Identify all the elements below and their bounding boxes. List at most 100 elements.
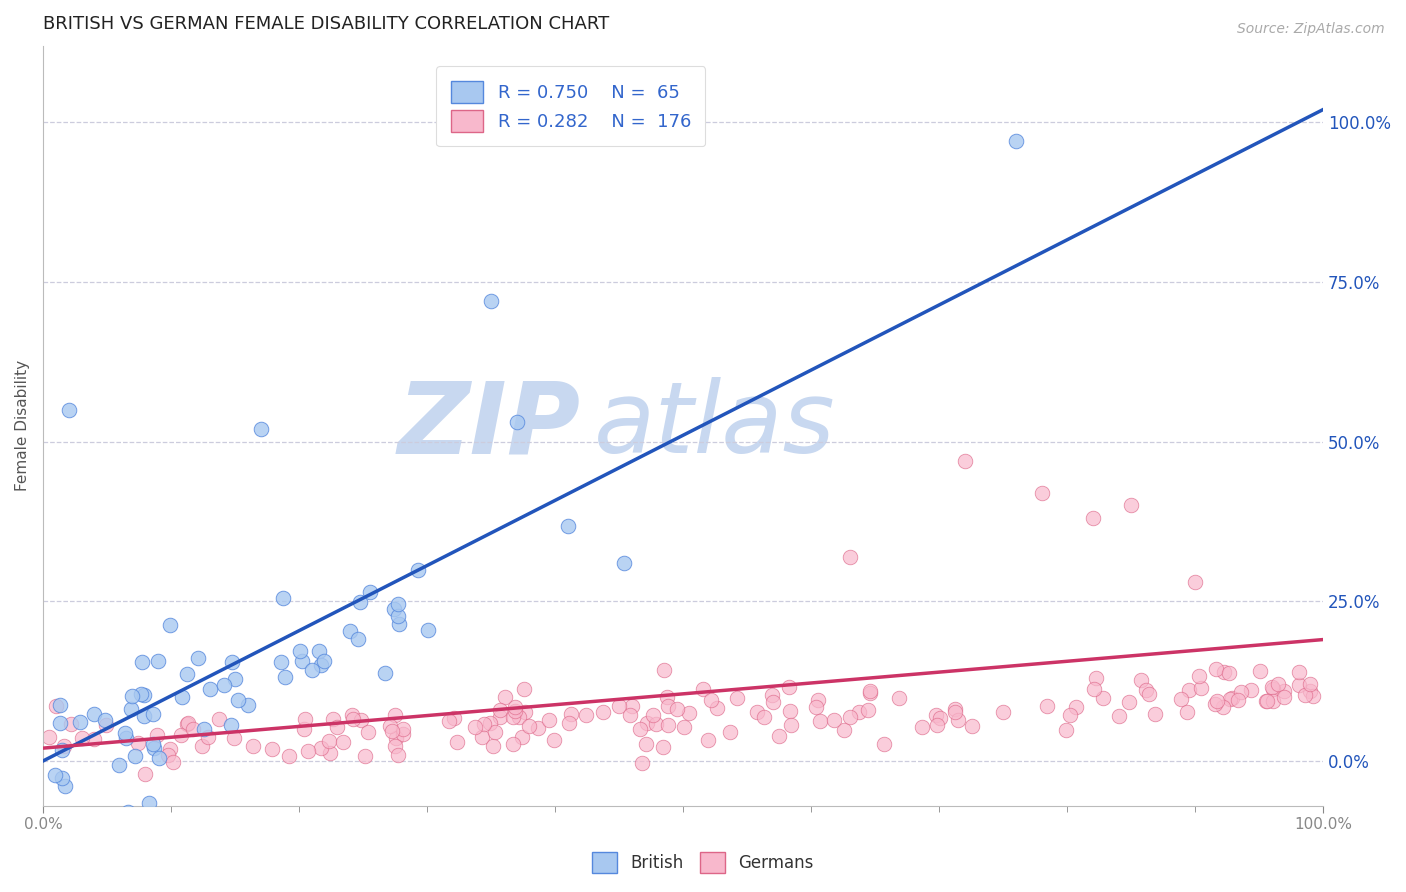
Point [177, 716, 200, 731]
Point [187, 650, 209, 665]
Point [1121, 499, 1143, 513]
Point [859, 683, 882, 698]
Point [349, 595, 371, 609]
Point [464, 720, 486, 734]
Point [503, 700, 526, 714]
Point [1137, 688, 1160, 702]
Point [132, 688, 155, 702]
Point [1064, 700, 1087, 714]
Point [678, 706, 700, 720]
Point [83, 706, 105, 721]
Point [162, 755, 184, 769]
Point [636, 715, 658, 730]
Point [1135, 682, 1157, 697]
Point [124, 748, 146, 763]
Point [513, 682, 536, 697]
Point [297, 744, 319, 758]
Point [249, 422, 271, 436]
Point [706, 700, 728, 714]
Point [697, 732, 720, 747]
Point [193, 722, 215, 736]
Point [1177, 706, 1199, 720]
Point [517, 719, 540, 733]
Point [762, 695, 785, 709]
Point [278, 749, 301, 764]
Point [138, 796, 160, 810]
Point [991, 705, 1014, 719]
Point [170, 728, 193, 742]
Point [838, 549, 860, 564]
Point [943, 702, 966, 716]
Point [51, 771, 73, 785]
Point [381, 724, 404, 739]
Point [1184, 575, 1206, 590]
Point [1036, 698, 1059, 713]
Text: Source: ZipAtlas.com: Source: ZipAtlas.com [1237, 22, 1385, 37]
Point [510, 730, 533, 744]
Point [470, 731, 492, 745]
Point [387, 747, 409, 762]
Point [1294, 689, 1316, 703]
Point [172, 690, 194, 704]
Point [387, 597, 409, 611]
Point [38, 730, 60, 744]
Point [1204, 697, 1226, 711]
Point [780, 718, 803, 732]
Point [768, 729, 790, 743]
Point [382, 601, 405, 615]
Point [416, 623, 439, 637]
Point [503, 704, 526, 718]
Point [1031, 485, 1053, 500]
Point [1091, 690, 1114, 705]
Point [319, 746, 342, 760]
Point [479, 294, 502, 309]
Point [384, 708, 406, 723]
Point [148, 750, 170, 764]
Point [1272, 690, 1295, 704]
Point [1218, 666, 1240, 681]
Point [314, 654, 336, 668]
Point [115, 731, 138, 745]
Point [1256, 694, 1278, 708]
Point [1129, 673, 1152, 687]
Point [200, 681, 222, 696]
Point [1054, 723, 1077, 737]
Point [652, 739, 675, 754]
Point [148, 654, 170, 668]
Point [1191, 681, 1213, 695]
Point [83, 732, 105, 747]
Point [59, 716, 82, 731]
Point [127, 736, 149, 750]
Point [1205, 661, 1227, 675]
Point [117, 805, 139, 819]
Point [808, 714, 831, 728]
Point [575, 708, 598, 723]
Point [58, 402, 80, 417]
Point [332, 735, 354, 749]
Point [197, 730, 219, 744]
Point [219, 718, 242, 732]
Point [948, 713, 970, 727]
Point [1108, 709, 1130, 723]
Point [859, 686, 882, 700]
Point [222, 731, 245, 745]
Point [823, 713, 845, 727]
Point [848, 705, 870, 719]
Point [856, 703, 879, 717]
Point [357, 724, 380, 739]
Point [838, 710, 860, 724]
Point [292, 722, 315, 736]
Point [472, 716, 495, 731]
Point [1178, 683, 1201, 698]
Point [488, 710, 510, 724]
Point [146, 728, 169, 742]
Point [543, 732, 565, 747]
Point [208, 712, 231, 726]
Point [69, 714, 91, 729]
Point [114, 726, 136, 740]
Point [643, 707, 665, 722]
Point [359, 584, 381, 599]
Point [482, 739, 505, 753]
Point [1205, 694, 1227, 708]
Point [176, 666, 198, 681]
